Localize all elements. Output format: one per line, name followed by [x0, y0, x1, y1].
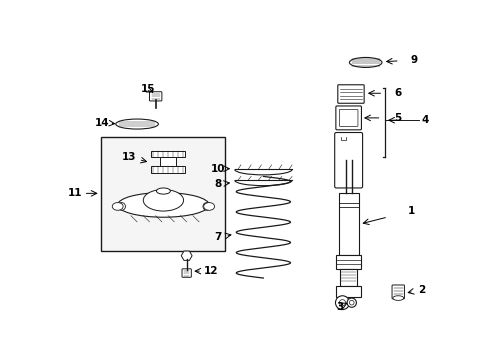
FancyBboxPatch shape: [339, 109, 357, 126]
Text: 12: 12: [203, 266, 218, 276]
FancyBboxPatch shape: [182, 269, 191, 277]
Text: 10: 10: [210, 164, 224, 174]
Ellipse shape: [203, 203, 214, 210]
Text: 3: 3: [336, 302, 343, 311]
Text: 11: 11: [68, 188, 82, 198]
Bar: [151, 166, 185, 172]
Text: 5: 5: [394, 113, 401, 123]
Text: 2: 2: [417, 285, 424, 294]
Text: 14: 14: [95, 117, 109, 127]
Text: 15: 15: [141, 84, 155, 94]
Text: 8: 8: [214, 179, 221, 189]
Text: 1: 1: [407, 206, 414, 216]
Ellipse shape: [143, 189, 183, 211]
Circle shape: [203, 203, 210, 210]
Text: 6: 6: [394, 88, 401, 98]
Text: 9: 9: [409, 55, 416, 65]
Bar: [336, 255, 360, 269]
Text: 4: 4: [421, 115, 428, 125]
Bar: [340, 269, 356, 286]
Circle shape: [118, 203, 125, 210]
Text: 13: 13: [122, 152, 136, 162]
Ellipse shape: [349, 58, 381, 67]
FancyBboxPatch shape: [149, 92, 162, 101]
Ellipse shape: [116, 119, 158, 129]
Circle shape: [339, 300, 345, 306]
FancyBboxPatch shape: [334, 132, 362, 188]
Bar: [338, 193, 358, 255]
Ellipse shape: [156, 188, 170, 194]
Bar: [160, 157, 176, 166]
Ellipse shape: [118, 193, 209, 217]
Ellipse shape: [112, 203, 123, 210]
FancyBboxPatch shape: [335, 106, 361, 130]
Bar: [101, 137, 225, 251]
FancyBboxPatch shape: [391, 285, 404, 299]
Bar: [336, 286, 360, 297]
Bar: [151, 151, 185, 157]
Text: 7: 7: [214, 232, 221, 242]
Circle shape: [335, 296, 349, 310]
Ellipse shape: [392, 296, 403, 300]
Circle shape: [349, 300, 353, 305]
FancyBboxPatch shape: [337, 85, 364, 103]
Circle shape: [346, 298, 356, 307]
